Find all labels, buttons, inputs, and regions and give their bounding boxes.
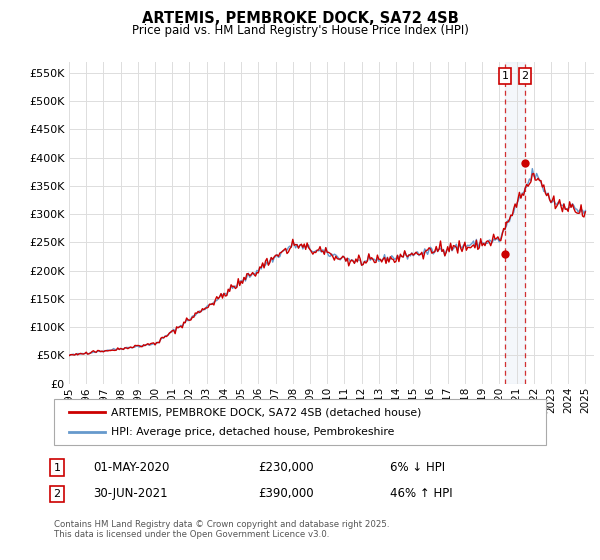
Text: 1: 1 [502,71,509,81]
Text: Price paid vs. HM Land Registry's House Price Index (HPI): Price paid vs. HM Land Registry's House … [131,24,469,36]
Text: 30-JUN-2021: 30-JUN-2021 [93,487,167,501]
Text: 01-MAY-2020: 01-MAY-2020 [93,461,169,474]
Text: £390,000: £390,000 [258,487,314,501]
Text: 6% ↓ HPI: 6% ↓ HPI [390,461,445,474]
Text: Contains HM Land Registry data © Crown copyright and database right 2025.
This d: Contains HM Land Registry data © Crown c… [54,520,389,539]
Text: ARTEMIS, PEMBROKE DOCK, SA72 4SB: ARTEMIS, PEMBROKE DOCK, SA72 4SB [142,11,458,26]
Text: HPI: Average price, detached house, Pembrokeshire: HPI: Average price, detached house, Pemb… [111,427,394,437]
Bar [505,62,525,384]
Text: 2: 2 [53,489,61,499]
Text: ARTEMIS, PEMBROKE DOCK, SA72 4SB (detached house): ARTEMIS, PEMBROKE DOCK, SA72 4SB (detach… [111,407,421,417]
Text: 46% ↑ HPI: 46% ↑ HPI [390,487,452,501]
Text: 1: 1 [53,463,61,473]
Text: £230,000: £230,000 [258,461,314,474]
Text: 2: 2 [521,71,529,81]
